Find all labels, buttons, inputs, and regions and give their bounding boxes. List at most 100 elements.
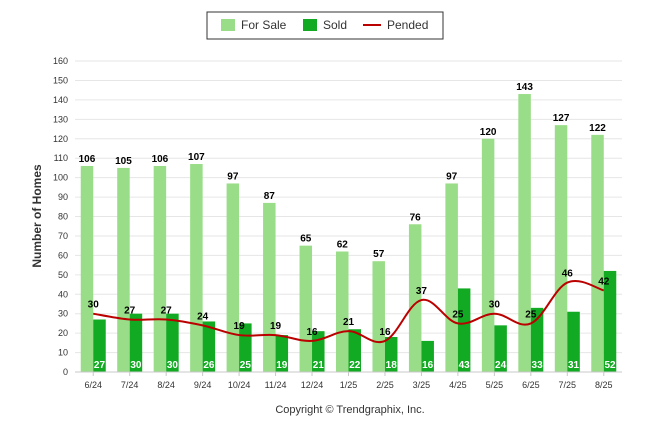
legend-swatch-sold	[303, 19, 317, 31]
x-tick-label: 9/24	[194, 380, 212, 390]
data-label-pended: 25	[452, 309, 464, 320]
y-tick-label: 120	[53, 134, 68, 144]
x-tick-label: 6/24	[84, 380, 102, 390]
y-tick-label: 60	[58, 250, 68, 260]
bar-sold	[603, 270, 617, 372]
data-label-for-sale: 107	[188, 152, 205, 163]
data-label-sold: 19	[276, 360, 288, 371]
x-tick-label: 4/25	[449, 380, 467, 390]
data-label-sold: 30	[167, 360, 179, 371]
legend: For Sale Sold Pended	[206, 11, 444, 40]
x-tick-label: 8/25	[595, 380, 613, 390]
bar-for-sale	[263, 202, 276, 372]
legend-label-sold: Sold	[323, 18, 347, 32]
x-tick-label: 8/24	[157, 380, 175, 390]
bar-sold	[530, 307, 544, 372]
data-label-pended: 25	[525, 309, 537, 320]
bar-for-sale	[591, 134, 604, 372]
data-label-sold: 22	[349, 360, 361, 371]
bar-sold	[202, 321, 216, 372]
bar-for-sale	[117, 167, 130, 372]
bar-for-sale	[226, 183, 240, 372]
bar-for-sale	[554, 125, 568, 372]
data-label-pended: 16	[306, 327, 318, 338]
data-label-for-sale: 122	[589, 123, 606, 134]
sold-bars	[93, 270, 617, 372]
data-label-sold: 31	[568, 360, 580, 371]
x-tick-label: 10/24	[228, 380, 251, 390]
data-label-for-sale: 127	[553, 113, 570, 124]
y-tick-label: 50	[58, 270, 68, 280]
data-label-sold: 16	[422, 360, 434, 371]
data-label-pended: 42	[598, 276, 610, 287]
x-tick-label: 1/25	[340, 380, 358, 390]
bar-sold	[494, 325, 507, 372]
bar-sold	[93, 319, 106, 372]
bar-for-sale	[372, 261, 385, 372]
bar-for-sale	[481, 138, 495, 372]
data-label-for-sale: 76	[410, 212, 422, 223]
data-label-pended: 19	[270, 321, 282, 332]
x-tick-label: 5/25	[486, 380, 504, 390]
bar-sold	[457, 288, 471, 372]
pended-line-group	[93, 280, 605, 344]
x-tick-label: 11/24	[265, 380, 287, 390]
legend-box	[206, 11, 444, 40]
data-label-pended: 16	[379, 327, 391, 338]
bar-for-sale	[190, 164, 203, 372]
data-label-for-sale: 97	[227, 171, 239, 182]
y-tick-label: 70	[58, 231, 68, 241]
y-tick-label: 140	[53, 95, 68, 105]
data-label-for-sale: 57	[373, 249, 385, 260]
bar-for-sale	[518, 94, 531, 372]
sold-data-labels: 27 30 30 26 25 19 21 22 18 16 43 24 33 31 52	[94, 360, 616, 371]
x-tick-label: 3/25	[413, 380, 431, 390]
y-axis-label: Number of Homes	[30, 164, 44, 268]
data-label-sold: 18	[386, 360, 398, 371]
data-label-for-sale: 97	[446, 171, 458, 182]
pended-line	[93, 280, 605, 344]
bar-sold	[384, 337, 398, 372]
data-label-pended: 27	[161, 306, 173, 317]
y-tick-label: 0	[63, 367, 68, 377]
legend-swatch-for-sale	[221, 19, 235, 31]
data-label-pended: 37	[416, 286, 428, 297]
x-tick-label: 7/25	[559, 380, 577, 390]
data-label-pended: 30	[88, 300, 100, 311]
bar-for-sale	[153, 165, 167, 372]
data-label-pended: 46	[562, 269, 574, 280]
data-label-pended: 19	[234, 321, 246, 332]
bar-sold	[348, 329, 361, 372]
x-tick-label: 2/25	[376, 380, 394, 390]
y-tick-label: 150	[53, 75, 68, 85]
y-tick-label: 10	[58, 348, 68, 358]
data-label-sold: 30	[130, 360, 142, 371]
bar-sold	[275, 335, 289, 372]
x-tick-label: 7/24	[121, 380, 139, 390]
copyright-credit: Copyright © Trendgraphix, Inc.	[275, 404, 424, 416]
y-axis-ticks: 0 10 20 30 40 50 60 70 80 90 100 110 120 130 140 150 160	[53, 56, 68, 377]
data-label-sold: 52	[604, 360, 616, 371]
x-tick-label: 12/24	[301, 380, 324, 390]
for-sale-data-labels: 106 105 106 107 97 87 65 62 57 76 97 120 143 127 122	[79, 82, 607, 260]
y-tick-label: 90	[58, 192, 68, 202]
data-label-sold: 24	[495, 360, 507, 371]
bar-for-sale	[80, 165, 94, 372]
data-label-for-sale: 120	[480, 127, 497, 138]
data-label-for-sale: 106	[152, 154, 169, 165]
bar-for-sale	[336, 251, 349, 372]
data-label-sold: 21	[313, 360, 325, 371]
bar-sold	[567, 311, 580, 372]
bar-for-sale	[299, 245, 313, 372]
y-tick-label: 130	[53, 114, 68, 124]
data-label-sold: 33	[532, 360, 544, 371]
data-label-sold: 25	[240, 360, 252, 371]
data-label-sold: 26	[203, 360, 215, 371]
data-label-for-sale: 62	[337, 239, 349, 250]
data-label-for-sale: 106	[79, 154, 96, 165]
x-axis-ticks: 6/24 7/24 8/24 9/24 10/24 11/24 12/24 1/25 2/25 3…	[84, 372, 613, 390]
data-label-sold: 43	[459, 360, 471, 371]
legend-label-pended: Pended	[387, 18, 428, 32]
bar-for-sale	[408, 224, 422, 372]
